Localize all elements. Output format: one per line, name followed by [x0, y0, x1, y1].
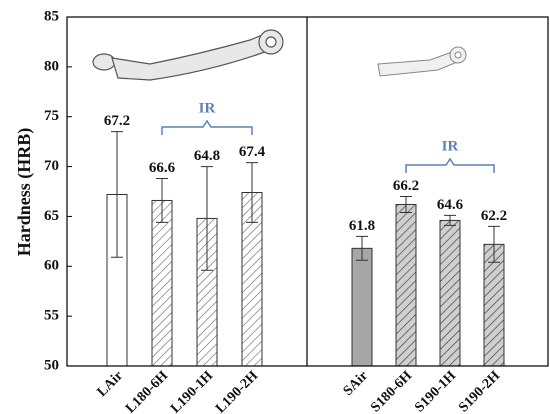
x-tick-label: LAir	[95, 368, 127, 400]
y-tick-label: 65	[44, 208, 59, 224]
value-label: 66.2	[393, 178, 419, 194]
x-tick-label: SAir	[341, 368, 371, 398]
y-axis-label: Hardness (HRB)	[14, 128, 35, 257]
y-tick-label: 60	[44, 258, 59, 274]
ir-bracket	[161, 119, 253, 135]
ir-bracket	[405, 157, 495, 173]
bar	[151, 199, 173, 367]
value-label: 64.8	[194, 148, 220, 164]
annotation: IR	[442, 138, 459, 154]
error-bar	[156, 178, 168, 223]
value-label: 66.6	[149, 160, 176, 176]
error-bar	[201, 166, 213, 271]
bar	[395, 203, 417, 367]
value-label: 62.2	[481, 208, 507, 224]
value-label: 64.6	[437, 197, 464, 213]
error-bar	[488, 225, 500, 263]
y-tick-label: 50	[44, 357, 59, 373]
x-tick-label: S180-6H	[368, 368, 415, 414]
y-tick-label: 75	[44, 108, 59, 124]
bar	[351, 247, 373, 367]
x-tick-label: S190-1H	[412, 368, 459, 414]
part-image-large	[92, 29, 284, 81]
y-tick-label: 55	[44, 308, 59, 324]
value-label: 67.4	[239, 144, 266, 160]
error-bar	[400, 195, 412, 213]
error-bar	[246, 162, 258, 223]
x-tick-label: L190-2H	[213, 368, 261, 414]
value-label: 67.2	[104, 113, 130, 129]
x-tick-label: S190-2H	[456, 368, 503, 414]
annotation: IR	[199, 100, 216, 116]
error-bar	[356, 235, 368, 261]
error-bar	[444, 214, 456, 226]
y-tick-label: 85	[44, 8, 59, 24]
part-image-small	[377, 46, 467, 77]
y-tick-label: 80	[44, 58, 59, 74]
bar	[439, 219, 461, 367]
x-tick-label: L180-6H	[123, 368, 171, 414]
y-tick-label: 70	[44, 158, 59, 174]
error-bar	[111, 131, 123, 258]
value-label: 61.8	[349, 218, 375, 234]
x-tick-label: L190-1H	[168, 368, 216, 414]
